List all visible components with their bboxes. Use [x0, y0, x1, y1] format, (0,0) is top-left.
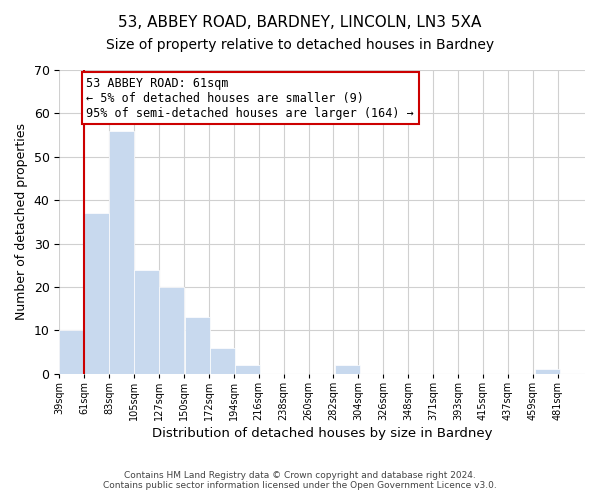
Bar [235, 365, 260, 374]
Bar [159, 287, 184, 374]
Bar [335, 365, 359, 374]
Text: Size of property relative to detached houses in Bardney: Size of property relative to detached ho… [106, 38, 494, 52]
Bar [185, 318, 210, 374]
Text: Contains HM Land Registry data © Crown copyright and database right 2024.
Contai: Contains HM Land Registry data © Crown c… [103, 470, 497, 490]
Bar [210, 348, 235, 374]
X-axis label: Distribution of detached houses by size in Bardney: Distribution of detached houses by size … [152, 427, 493, 440]
Bar [535, 370, 560, 374]
Bar [59, 330, 84, 374]
Text: 53, ABBEY ROAD, BARDNEY, LINCOLN, LN3 5XA: 53, ABBEY ROAD, BARDNEY, LINCOLN, LN3 5X… [118, 15, 482, 30]
Bar [134, 270, 159, 374]
Text: 53 ABBEY ROAD: 61sqm
← 5% of detached houses are smaller (9)
95% of semi-detache: 53 ABBEY ROAD: 61sqm ← 5% of detached ho… [86, 76, 414, 120]
Bar [109, 130, 134, 374]
Bar [84, 213, 109, 374]
Y-axis label: Number of detached properties: Number of detached properties [15, 124, 28, 320]
